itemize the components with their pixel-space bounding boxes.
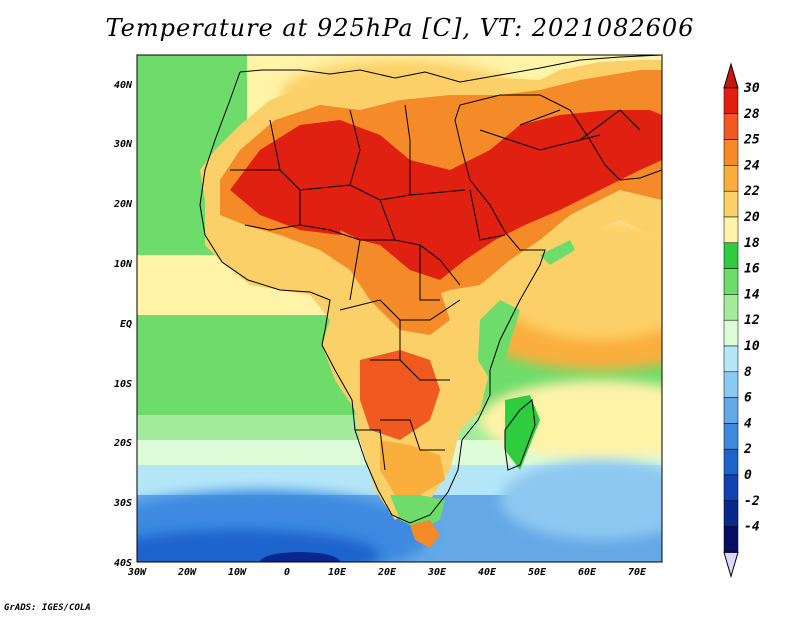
colorbar-label: 8 [744, 365, 752, 380]
colorbar-top-arrow [724, 64, 738, 88]
colorbar-label: 22 [743, 184, 760, 199]
lon-tick-label: 10E [328, 567, 347, 578]
lon-tick-label: 30W [127, 567, 147, 578]
lon-tick-label: 30E [427, 567, 447, 578]
colorbar-swatch [724, 114, 738, 140]
colorbar-swatch [724, 243, 738, 269]
credit-text: GrADS: IGES/COLA [4, 603, 91, 613]
colorbar-label: 18 [744, 236, 760, 251]
colorbar-swatch [724, 423, 738, 449]
colorbar-label: 20 [743, 210, 760, 225]
lon-tick-label: 20E [377, 567, 397, 578]
temperature-field [90, 55, 720, 580]
colorbar-swatch [724, 88, 738, 114]
colorbar-label: 6 [744, 391, 752, 406]
lon-tick-label: 0 [284, 567, 290, 578]
colorbar-swatch [724, 294, 738, 320]
colorbar-label: 10 [744, 339, 760, 354]
colorbar-label: 25 [743, 133, 760, 148]
colorbar-bottom-arrow [724, 552, 738, 576]
lat-tick-label: 30S [113, 498, 132, 509]
lat-tick-label: 20S [113, 438, 132, 449]
colorbar-swatch [724, 372, 738, 398]
colorbar-swatch [724, 475, 738, 501]
lon-tick-label: 40E [478, 567, 497, 578]
colorbar-label: 2 [743, 442, 752, 457]
colorbar-swatch [724, 217, 738, 243]
colorbar-label: 0 [744, 468, 752, 483]
colorbar-label: 28 [743, 107, 760, 122]
colorbar-swatch [724, 191, 738, 217]
colorbar-swatch [724, 140, 738, 166]
lon-tick-label: 70E [628, 567, 647, 578]
lon-tick-label: 20W [177, 567, 197, 578]
colorbar-label: 4 [744, 416, 752, 431]
lat-tick-label: EQ [120, 319, 132, 330]
lat-tick-label: 30N [113, 139, 133, 150]
colorbar-swatch [724, 320, 738, 346]
colorbar-swatch [724, 398, 738, 424]
lon-tick-label: 60E [578, 567, 597, 578]
lat-tick-label: 20N [113, 199, 133, 210]
colorbar-label: 12 [744, 313, 760, 328]
colorbar-swatch [724, 501, 738, 527]
colorbar-label: 30 [743, 81, 760, 96]
colorbar-label: 14 [744, 287, 760, 302]
colorbar-label: -4 [744, 520, 760, 535]
lon-tick-label: 10W [228, 567, 247, 578]
lat-tick-label: 40N [114, 80, 133, 91]
colorbar-swatch [724, 527, 738, 553]
colorbar-swatch [724, 346, 738, 372]
colorbar-label: 16 [744, 262, 760, 277]
lat-tick-label: 10N [114, 259, 133, 270]
colorbar-swatch [724, 165, 738, 191]
colorbar-label: 24 [743, 158, 760, 173]
colorbar-swatch [724, 269, 738, 295]
lon-tick-label: 50E [528, 567, 547, 578]
colorbar-swatch [724, 449, 738, 475]
lat-tick-label: 10S [114, 379, 132, 390]
colorbar-label: -2 [744, 494, 760, 509]
